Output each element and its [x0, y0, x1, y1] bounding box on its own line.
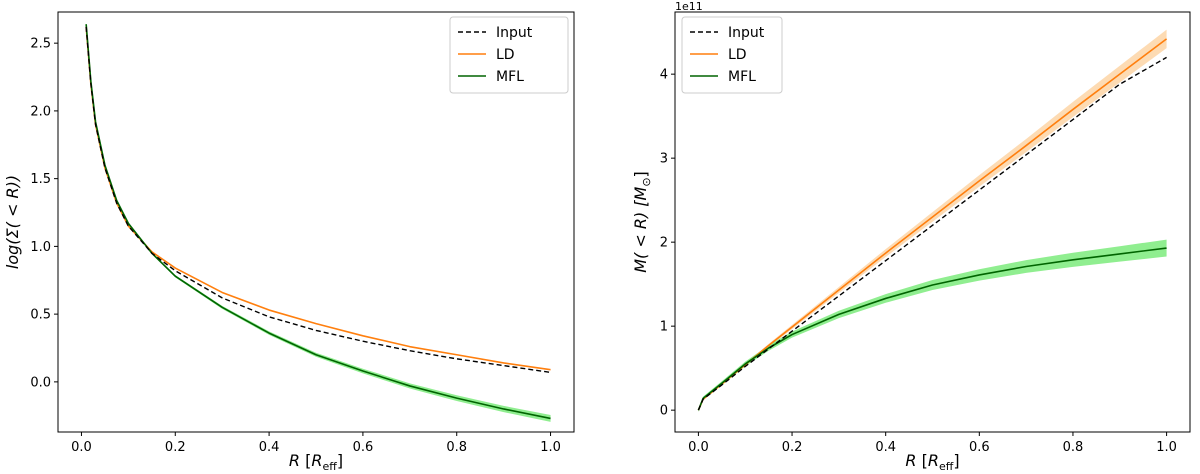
y-axis-label: M( < R) [M⊙] [631, 171, 653, 273]
y-tick-label: 4 [660, 68, 668, 83]
x-tick-label: 0.0 [688, 440, 709, 455]
right-panel-enclosed-mass: 0.0 0.2 0.4 0.6 0.8 1.0 0 1 2 3 4 1e11 R [Reff] M( < … [631, 0, 1191, 473]
y-tick-label: 2.5 [30, 37, 51, 52]
x-tick-label: 0.4 [875, 440, 896, 455]
axes-frame [57, 11, 575, 433]
legend-box [681, 16, 783, 94]
x-tick-label: 0.6 [353, 440, 374, 455]
x-axis-label: R [Reff] [289, 451, 343, 473]
y-tick-label: 1.5 [30, 172, 51, 187]
y-axis-label: log(Σ( < R)) [3, 175, 22, 269]
series-line-input [85, 26, 551, 374]
y-tick-label: 0 [660, 404, 668, 419]
series-line-mfl [85, 24, 551, 420]
legend-label-mfl: MFL [728, 69, 756, 85]
x-tick-label: 1.0 [540, 440, 561, 455]
x-axis-label: R [Reff] [905, 451, 959, 473]
x-tick-label: 0.2 [165, 440, 186, 455]
x-tick-label: 0.0 [71, 440, 92, 455]
y-tick-label: 0.5 [30, 308, 51, 323]
band-ld [698, 29, 1167, 411]
y-tick-label: 3 [660, 152, 668, 167]
legend-label-input: Input [728, 25, 765, 41]
series-line-input [697, 56, 1167, 411]
y-tick-label: 2 [660, 236, 668, 251]
x-tick-label: 0.8 [1063, 440, 1084, 455]
y-tick-label: 0.0 [30, 375, 51, 390]
legend-label-ld: LD [728, 47, 747, 63]
y-offset-text: 1e11 [675, 0, 703, 13]
x-tick-label: 0.4 [259, 440, 280, 455]
left-panel-density-profile: 0.0 0.2 0.4 0.6 0.8 1.0 0.0 0.5 1.0 1.5 2.0 2.5 R [R… [3, 11, 575, 473]
legend-label-ld: LD [496, 47, 515, 63]
x-tick-label: 1.0 [1156, 440, 1177, 455]
legend-label-input: Input [496, 25, 533, 41]
y-tick-label: 1.0 [30, 240, 51, 255]
x-tick-label: 0.8 [446, 440, 467, 455]
axes-frame [674, 11, 1191, 433]
legend-label-mfl: MFL [496, 69, 524, 85]
x-tick-label: 0.2 [782, 440, 803, 455]
series-line-mfl [697, 247, 1167, 411]
band-mfl [698, 239, 1167, 412]
x-tick-label: 0.6 [969, 440, 990, 455]
legend-box [449, 16, 569, 94]
y-tick-label: 1 [660, 320, 668, 335]
y-tick-label: 2.0 [30, 104, 51, 119]
